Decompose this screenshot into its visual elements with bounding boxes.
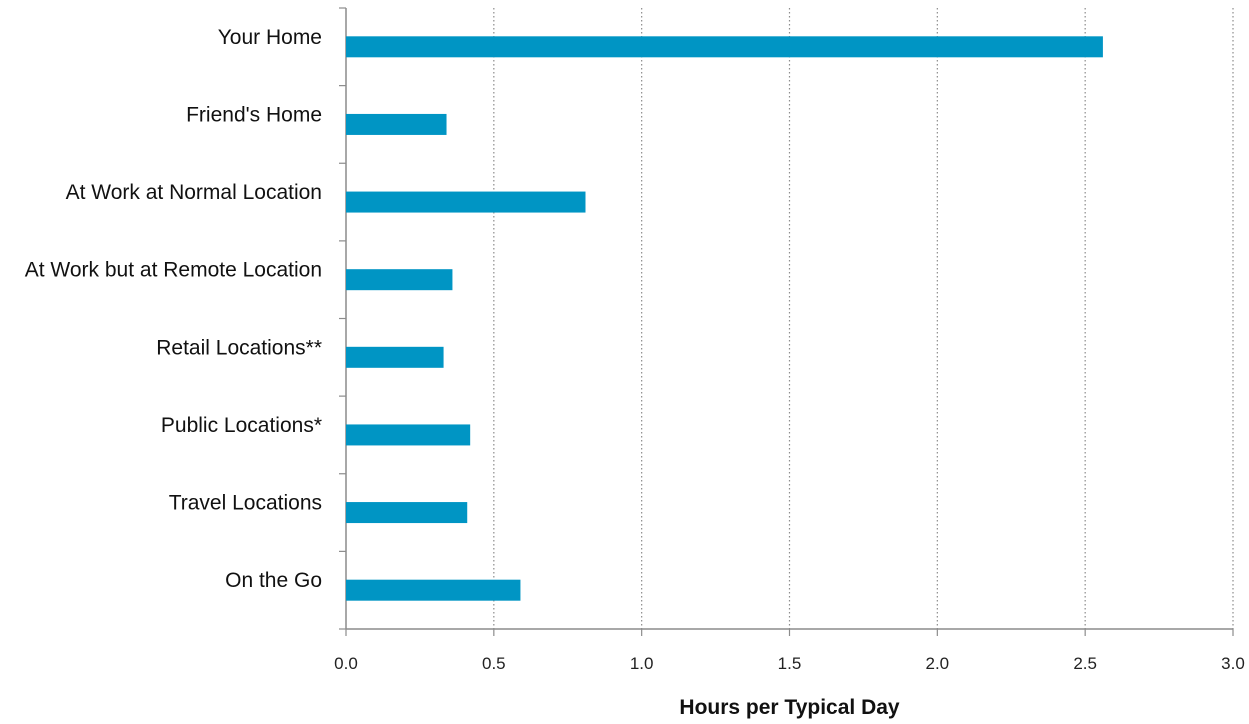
bar <box>346 269 453 291</box>
category-label: Public Locations* <box>161 414 322 437</box>
bar <box>346 346 444 368</box>
bar <box>346 36 1103 58</box>
category-label: On the Go <box>225 569 322 592</box>
x-tick-label: 3.0 <box>1221 654 1245 673</box>
category-label: Friend's Home <box>186 103 322 126</box>
x-tick-label: 2.0 <box>926 654 950 673</box>
bar <box>346 191 586 213</box>
category-label: At Work but at Remote Location <box>25 259 322 282</box>
category-labels: Your Home Friend's Home At Work at Normal … <box>25 26 322 592</box>
bar <box>346 579 521 601</box>
category-label: Your Home <box>218 26 322 49</box>
tick-labels: 0.0 0.5 1.0 1.5 2.0 2.5 3.0 <box>334 654 1245 673</box>
bar <box>346 113 447 135</box>
bar <box>346 502 468 524</box>
bar <box>346 424 471 446</box>
axes <box>339 7 1234 636</box>
bars <box>346 36 1103 601</box>
x-tick-label: 2.5 <box>1073 654 1097 673</box>
x-tick-label: 0.0 <box>334 654 358 673</box>
category-label: Travel Locations <box>169 492 322 515</box>
category-label: Retail Locations** <box>156 336 322 359</box>
gridlines <box>493 8 1234 629</box>
x-axis-title: Hours per Typical Day <box>679 696 900 719</box>
x-tick-label: 0.5 <box>482 654 506 673</box>
category-label: At Work at Normal Location <box>66 181 322 204</box>
x-tick-label: 1.0 <box>630 654 654 673</box>
x-tick-label: 1.5 <box>778 654 802 673</box>
